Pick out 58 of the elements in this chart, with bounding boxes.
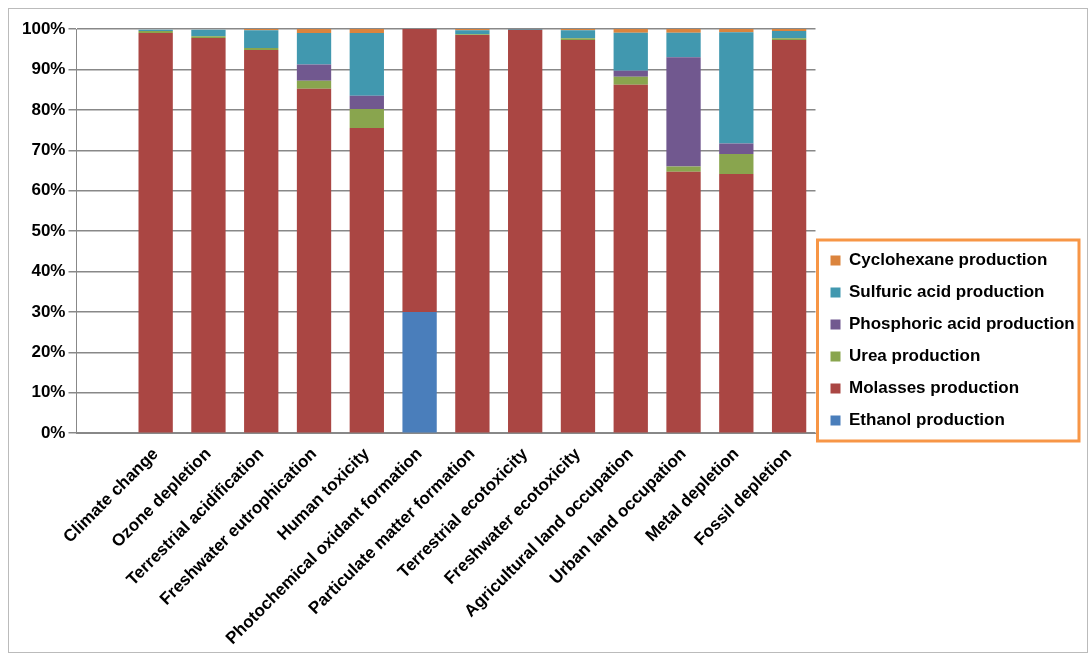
bar <box>771 29 807 32</box>
bar <box>455 35 490 433</box>
bar <box>296 33 332 65</box>
legend-label: Molasses production <box>849 378 1020 398</box>
bar <box>244 48 279 51</box>
bar <box>666 171 701 433</box>
bar <box>296 88 332 433</box>
legend-label: Phosphoric acid production <box>849 314 1075 334</box>
bar <box>296 64 332 81</box>
y-tick-label: 20% <box>31 342 66 362</box>
bar <box>666 29 701 33</box>
bar <box>719 29 754 33</box>
bar <box>402 311 437 433</box>
bar <box>296 29 332 34</box>
y-tick-label: 100% <box>22 18 66 38</box>
bar <box>508 29 543 433</box>
bar <box>719 143 754 154</box>
bar <box>560 30 596 39</box>
bar <box>402 29 437 312</box>
bar <box>719 174 754 433</box>
bar <box>666 32 701 58</box>
bar <box>455 30 490 35</box>
bar <box>771 39 807 433</box>
bar <box>191 29 226 37</box>
bar <box>719 32 754 144</box>
bar <box>138 33 173 433</box>
bar <box>349 33 384 96</box>
bar <box>613 70 648 77</box>
bar <box>613 29 648 33</box>
y-tick-label: 90% <box>31 59 66 79</box>
bar <box>349 128 384 433</box>
bar <box>349 29 384 34</box>
bar <box>613 84 648 433</box>
y-tick-label: 10% <box>31 382 66 402</box>
legend-label: Ethanol production <box>849 410 1005 430</box>
bar <box>771 31 807 39</box>
bar <box>719 153 754 175</box>
bar <box>191 37 226 433</box>
bar <box>666 166 701 172</box>
bar <box>613 76 648 85</box>
legend-label: Urea production <box>849 346 981 366</box>
bar <box>613 32 648 71</box>
bar <box>244 30 279 48</box>
y-tick-label: 60% <box>31 180 66 200</box>
bar <box>349 95 384 110</box>
y-tick-label: 0% <box>40 422 66 442</box>
y-tick-label: 50% <box>31 220 66 240</box>
legend-label: Cyclohexane production <box>849 250 1048 270</box>
legend-label: Sulfuric acid production <box>849 282 1045 302</box>
y-tick-label: 40% <box>31 261 66 281</box>
y-tick-label: 30% <box>31 301 66 321</box>
y-tick-label: 70% <box>31 139 66 159</box>
bar <box>666 57 701 167</box>
y-tick-label: 80% <box>31 99 66 119</box>
bar <box>560 39 596 433</box>
bar <box>244 50 279 433</box>
bar <box>349 109 384 129</box>
bar <box>296 80 332 89</box>
